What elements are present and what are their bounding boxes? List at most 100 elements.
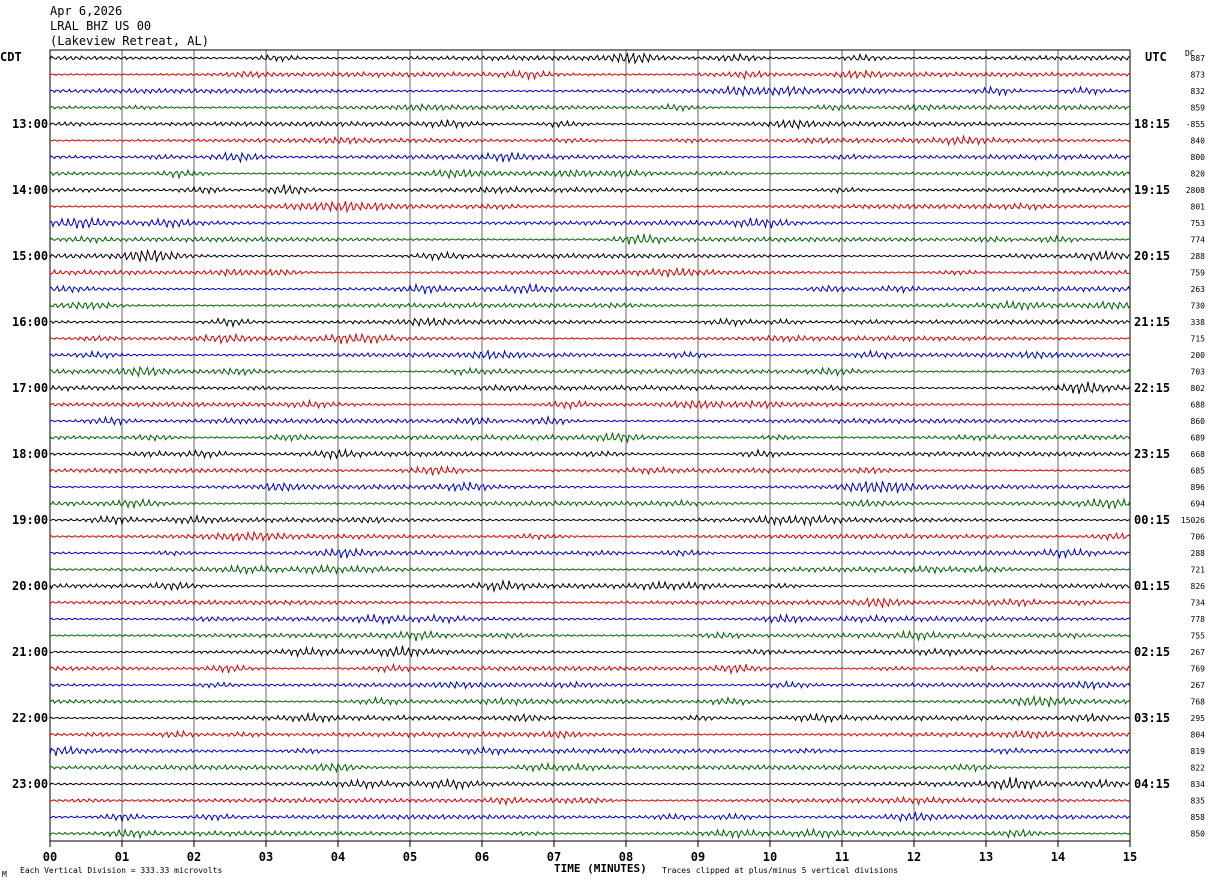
dc-offset-label: 840 [1191,137,1206,146]
seismic-trace [49,530,1131,543]
left-hour-label: 13:00 [12,117,48,131]
seismic-trace [49,118,1131,130]
seismic-trace [49,464,1131,476]
right-hour-label: 00:15 [1134,513,1170,527]
right-hour-label: 19:15 [1134,183,1170,197]
dc-offset-label: 769 [1191,665,1206,674]
right-hour-label: 23:15 [1134,447,1170,461]
x-tick-label: 00 [43,850,57,864]
seismic-trace [49,248,1131,264]
seismic-trace [49,349,1131,361]
left-hour-label: 19:00 [12,513,48,527]
dc-offset-label: 295 [1191,714,1206,723]
seismic-trace [49,52,1131,65]
dc-offset-label: 759 [1191,269,1206,278]
seismic-trace [49,679,1131,691]
seismic-trace [49,184,1131,196]
seismic-trace [49,761,1131,774]
right-hour-label: 01:15 [1134,579,1170,593]
left-hour-label: 15:00 [12,249,48,263]
seismic-trace [49,398,1131,411]
left-timezone-label: CDT [0,50,22,64]
seismic-trace [49,84,1131,98]
dc-offset-label: 721 [1191,566,1206,575]
x-tick-label: 11 [835,850,849,864]
seismic-trace [49,134,1131,147]
x-tick-label: 04 [331,850,345,864]
dc-offset-label: 715 [1191,335,1206,344]
left-hour-label: 14:00 [12,183,48,197]
dc-offset-label: 730 [1191,302,1206,311]
seismic-trace [49,744,1131,757]
x-tick-label: 08 [619,850,633,864]
seismic-trace [49,578,1131,593]
seismic-trace [49,547,1131,560]
left-hour-label: 21:00 [12,645,48,659]
dc-offset-label: 873 [1191,71,1206,80]
x-tick-label: 05 [403,850,417,864]
dc-offset-label: 826 [1191,582,1206,591]
x-tick-label: 13 [979,850,993,864]
plot-grid [49,49,1131,847]
corner-mark: M [2,870,7,879]
dc-offset-label: 832 [1191,87,1206,96]
left-hour-label: 22:00 [12,711,48,725]
seismic-trace [49,332,1131,345]
dc-offset-label: 668 [1191,450,1206,459]
dc-offset-label: 689 [1191,434,1206,443]
seismic-trace [49,729,1131,740]
x-tick-label: 10 [763,850,777,864]
x-tick-label: 01 [115,850,129,864]
seismic-trace [49,365,1131,378]
dc-offset-label: 753 [1191,219,1206,228]
seismic-trace [49,645,1131,658]
dc-offset-label: -855 [1186,120,1205,129]
seismic-trace [49,200,1131,214]
left-hour-label: 23:00 [12,777,48,791]
seismic-trace [49,299,1131,312]
seismic-trace [49,266,1131,278]
dc-offset-label: 200 [1191,351,1206,360]
dc-offset-label: 802 [1191,384,1206,393]
dc-offset-label: 768 [1191,698,1206,707]
left-hour-label: 18:00 [12,447,48,461]
x-tick-label: 03 [259,850,273,864]
seismic-trace [49,102,1131,113]
x-tick-label: 02 [187,850,201,864]
seismic-trace [49,795,1131,807]
right-timezone-label: UTC [1145,50,1167,64]
dc-offset-label: 887 [1191,54,1206,63]
dc-offset-label: 706 [1191,533,1206,542]
seismic-trace [49,415,1131,427]
dc-offset-label: 801 [1191,203,1206,212]
x-tick-label: 07 [547,850,561,864]
seismic-trace [49,447,1131,461]
x-tick-label: 06 [475,850,489,864]
seismic-trace [49,777,1131,791]
dc-offset-label: 755 [1191,632,1206,641]
seismic-trace [49,233,1131,246]
dc-offset-label: 774 [1191,236,1206,245]
seismic-trace [49,68,1131,82]
dc-offset-label: 288 [1191,549,1206,558]
dc-offset-label: 835 [1191,797,1206,806]
seismic-trace [49,480,1131,495]
seismic-trace [49,216,1131,230]
right-hour-label: 04:15 [1134,777,1170,791]
dc-offset-label: 694 [1191,500,1206,509]
right-hour-label: 21:15 [1134,315,1170,329]
dc-offset-label: 263 [1191,285,1206,294]
dc-offset-label: 820 [1191,170,1206,179]
scale-note: Each Vertical Division = 333.33 microvol… [20,866,223,875]
dc-offset-label: 859 [1191,104,1206,113]
plot-frame [49,49,1131,842]
seismic-trace [49,613,1131,626]
trace-layer [49,52,1131,840]
dc-offset-label: 685 [1191,467,1206,476]
seismic-trace [49,168,1131,180]
dc-offset-label: 338 [1191,318,1206,327]
dc-offset-label: 800 [1191,153,1206,162]
dc-offset-label: 860 [1191,417,1206,426]
clip-note: Traces clipped at plus/minus 5 vertical … [662,866,899,875]
right-hour-label: 18:15 [1134,117,1170,131]
